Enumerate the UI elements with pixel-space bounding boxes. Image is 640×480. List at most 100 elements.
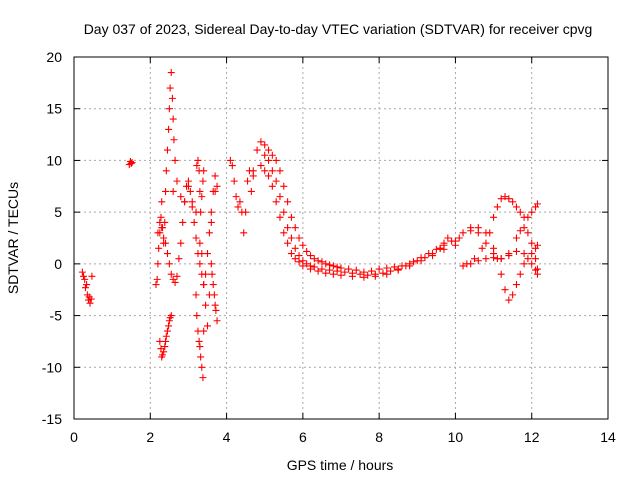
series-pass-c-2: [463, 193, 541, 268]
data-point: [196, 260, 204, 268]
data-point: [87, 295, 95, 303]
x-axis-tick-labels: 0 2 4 6 8 10 12 14: [70, 429, 616, 445]
data-point: [204, 322, 211, 330]
x-tick-label: 4: [223, 429, 231, 445]
data-point: [505, 296, 513, 304]
data-point: [209, 281, 217, 289]
data-point: [193, 312, 201, 320]
plot-frame: [73, 56, 609, 420]
data-point: [166, 84, 174, 92]
data-point: [516, 270, 524, 278]
data-point: [429, 252, 437, 260]
data-point: [249, 167, 257, 175]
data-point: [295, 258, 303, 266]
data-point: [198, 363, 206, 371]
axis-ticks: [73, 56, 609, 420]
data-point: [162, 337, 170, 345]
data-point: [306, 265, 314, 273]
data-point: [299, 262, 307, 270]
data-point: [253, 146, 261, 154]
data-point: [287, 234, 295, 242]
x-axis-title: GPS time / hours: [287, 457, 394, 473]
data-point: [532, 255, 540, 263]
data-point: [287, 250, 295, 258]
data-point: [516, 227, 524, 235]
data-point: [459, 262, 467, 270]
data-point: [193, 162, 201, 170]
data-point: [175, 255, 183, 263]
data-point: [81, 284, 89, 292]
data-point: [345, 265, 353, 273]
data-point: [524, 229, 532, 237]
data-point: [436, 244, 444, 252]
data-point: [497, 195, 505, 203]
series-pass-a-rise: [152, 69, 179, 289]
data-point: [490, 213, 498, 221]
data-point: [440, 239, 448, 247]
data-point: [512, 247, 520, 255]
data-point: [318, 258, 326, 266]
data-point: [152, 281, 160, 289]
data-point: [322, 269, 330, 277]
data-point: [165, 260, 173, 268]
data-point: [314, 257, 322, 265]
data-point: [467, 224, 475, 232]
data-point: [520, 224, 528, 232]
data-point: [291, 224, 299, 232]
data-point: [512, 281, 520, 289]
data-point: [516, 208, 524, 216]
data-point: [505, 252, 513, 260]
series-pass-a-drop: [156, 312, 175, 361]
data-point: [158, 224, 166, 232]
data-point: [524, 255, 532, 263]
data-point: [257, 162, 265, 170]
data-point: [162, 167, 170, 175]
data-point: [207, 260, 215, 268]
data-point: [165, 322, 173, 330]
series-isolated: [125, 157, 136, 169]
data-point: [167, 270, 175, 278]
data-point: [157, 213, 165, 221]
data-point: [440, 245, 448, 253]
data-point: [314, 267, 322, 275]
series-pass-c-4: [459, 247, 541, 278]
data-point: [490, 254, 498, 262]
data-point: [268, 151, 276, 159]
data-point: [497, 270, 505, 278]
data-point: [375, 265, 383, 273]
data-point: [158, 198, 166, 206]
data-point: [383, 270, 391, 278]
data-point: [81, 275, 89, 283]
series-pass-b-inner: [261, 151, 448, 279]
data-point: [242, 208, 250, 216]
data-point: [211, 301, 219, 309]
data-point: [197, 208, 205, 216]
data-point: [306, 252, 314, 260]
data-point: [197, 353, 205, 361]
data-point: [368, 267, 376, 275]
data-point: [532, 266, 540, 274]
data-point: [198, 250, 206, 258]
data-point: [265, 156, 273, 164]
data-point: [177, 193, 185, 201]
data-point: [322, 260, 330, 268]
data-point: [194, 156, 202, 164]
data-point: [265, 172, 273, 180]
data-point: [168, 94, 176, 102]
series-pass-a-peaks: [193, 156, 208, 216]
data-point: [154, 229, 162, 237]
data-point: [211, 172, 219, 180]
data-point: [524, 213, 532, 221]
data-point: [326, 266, 334, 274]
data-point: [444, 234, 452, 242]
series-pass-a-low: [192, 260, 221, 382]
data-point: [276, 213, 284, 221]
data-point: [211, 187, 219, 195]
data-point: [528, 239, 536, 247]
data-point: [299, 241, 307, 249]
data-point: [213, 317, 221, 325]
data-point: [284, 198, 292, 206]
data-point: [196, 343, 204, 351]
data-point: [295, 252, 303, 260]
